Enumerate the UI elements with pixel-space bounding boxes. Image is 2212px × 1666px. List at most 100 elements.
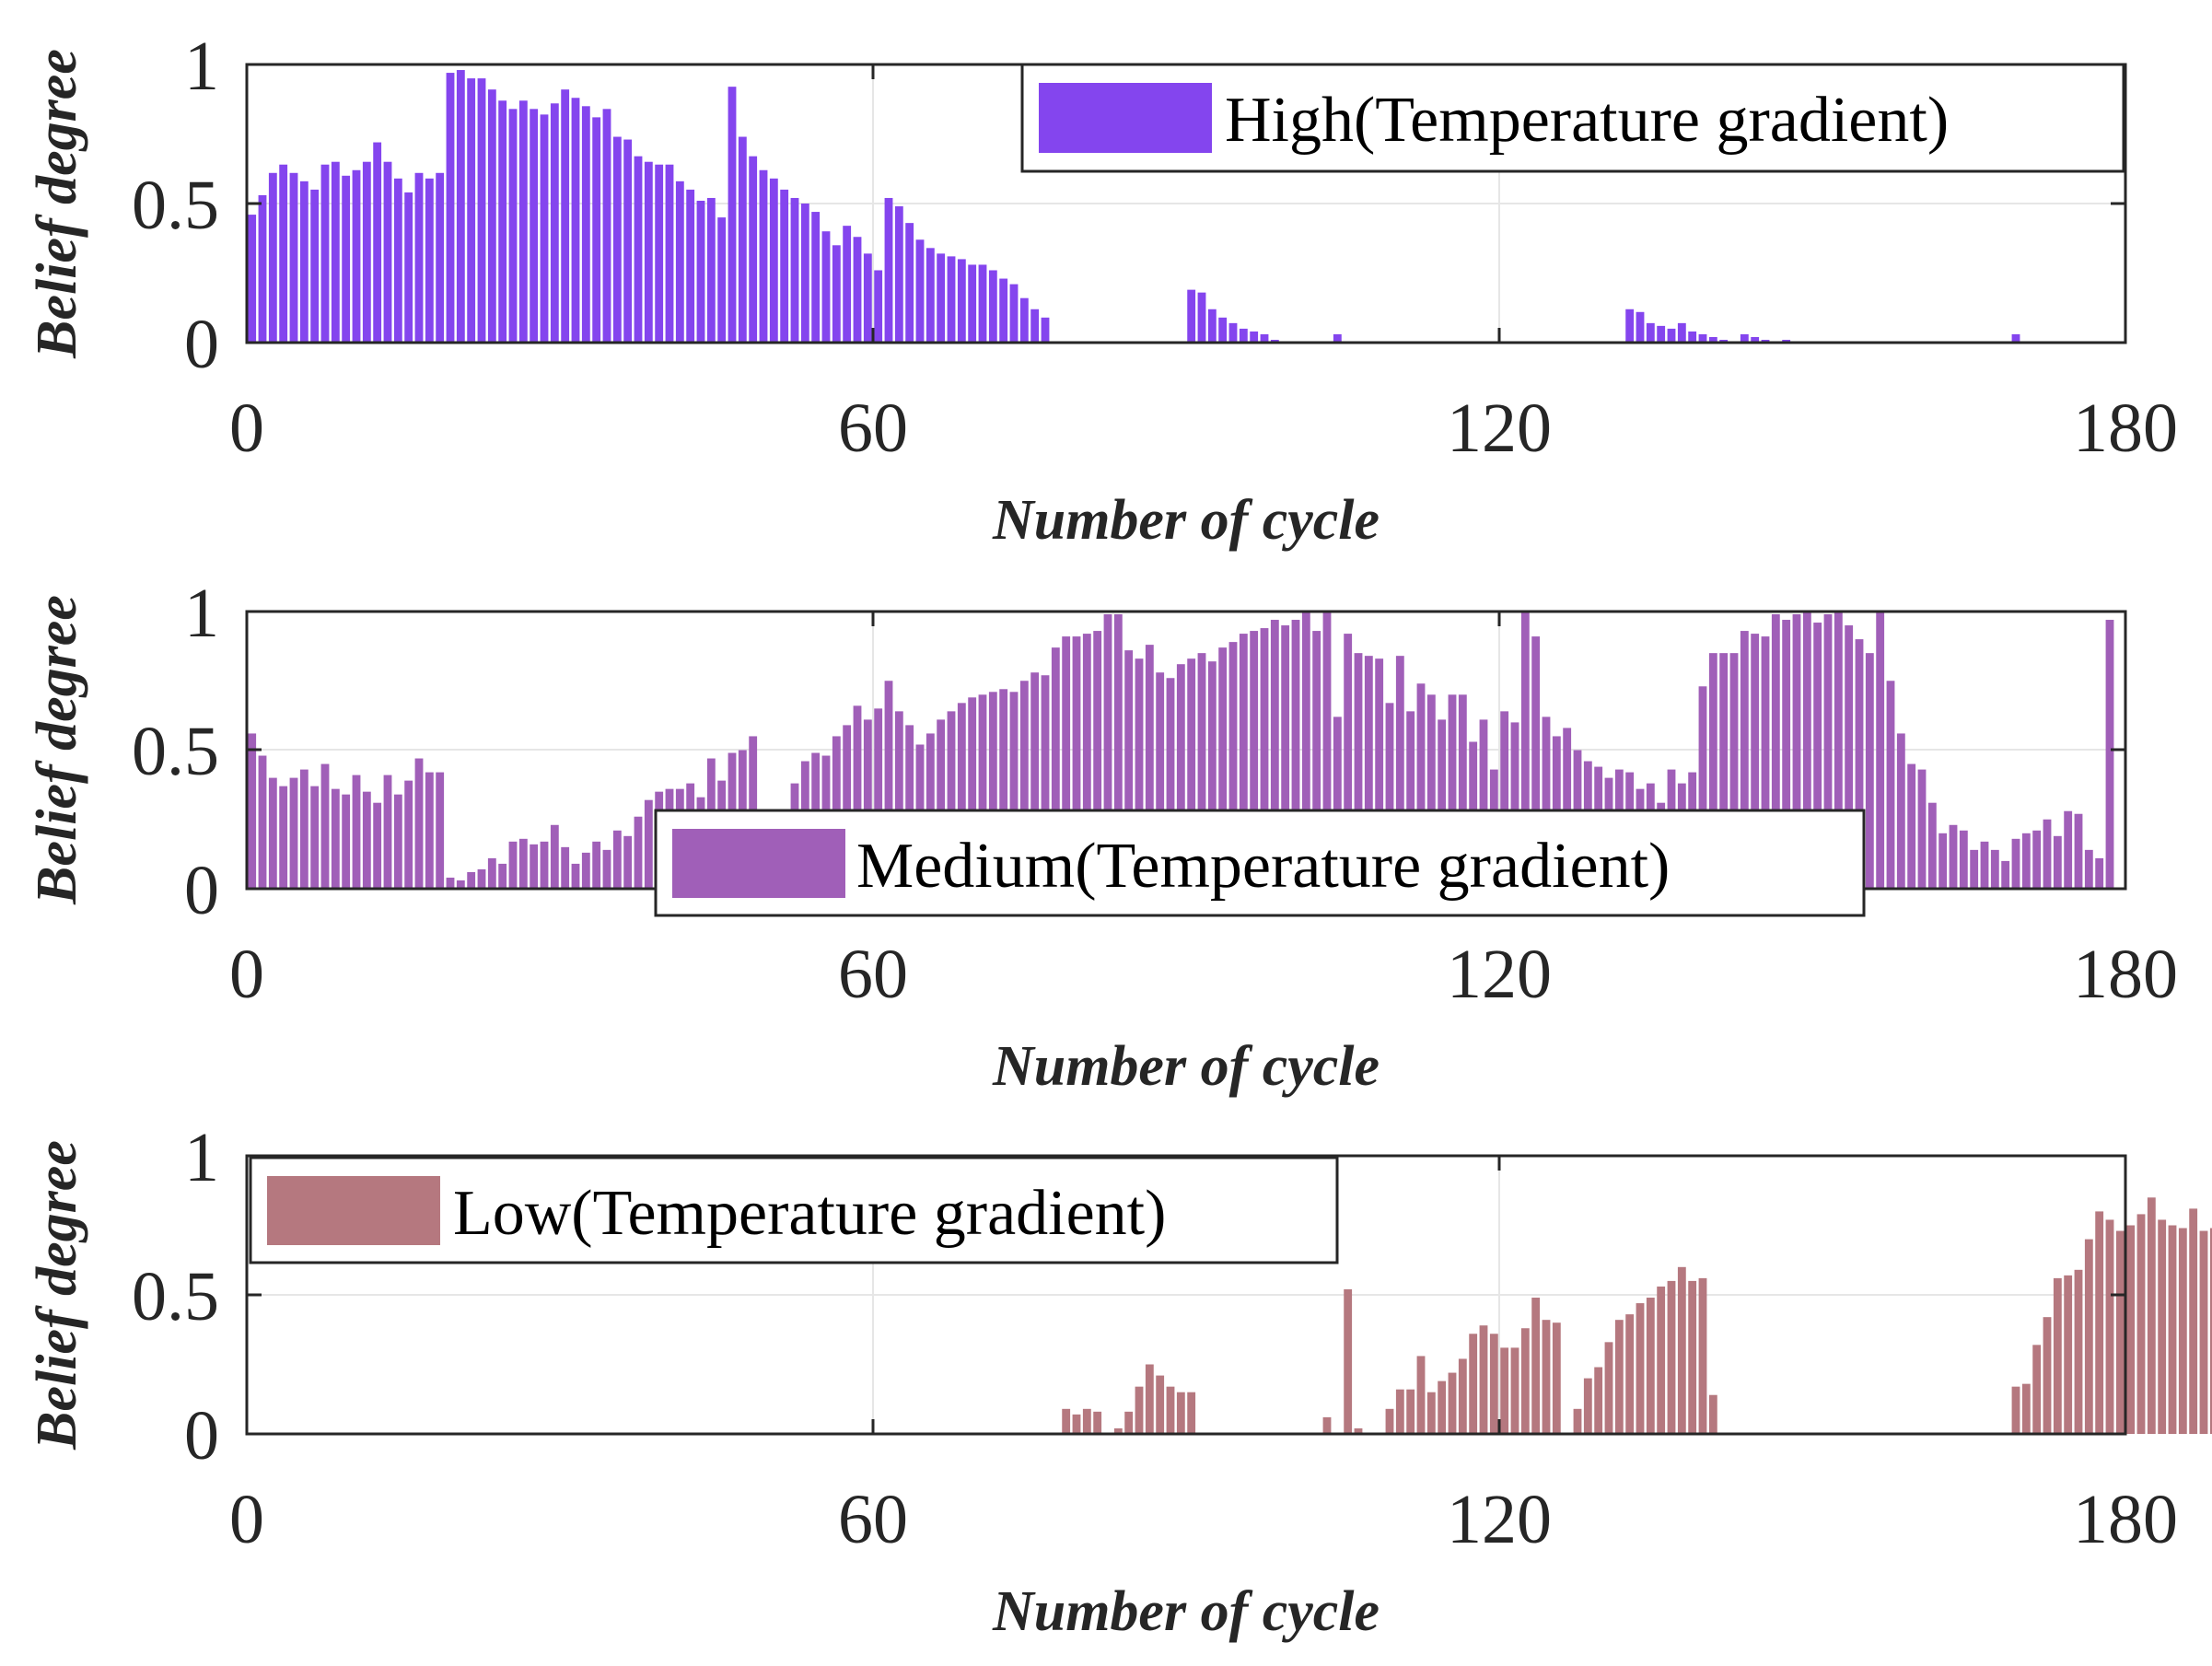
bar	[1426, 694, 1436, 889]
bar	[634, 156, 643, 343]
bar	[1667, 328, 1676, 343]
bar	[1364, 656, 1373, 889]
bar	[1228, 642, 1238, 889]
bar	[863, 719, 872, 889]
bar	[498, 100, 507, 343]
bar	[2021, 1383, 2031, 1434]
bar	[571, 98, 580, 344]
y-tick-label: 0.5	[132, 167, 219, 244]
bar	[1082, 1408, 1091, 1434]
bar	[2084, 1239, 2093, 1434]
bar	[1416, 683, 1426, 889]
bar	[1354, 653, 1363, 889]
x-tick-label: 180	[2073, 390, 2178, 467]
bar	[1614, 1320, 1624, 1434]
bar	[2126, 1225, 2136, 1434]
bar	[634, 816, 643, 889]
y-tick-label: 0	[184, 306, 219, 383]
bar	[362, 161, 371, 343]
bar	[2032, 830, 2042, 889]
bar	[2064, 810, 2073, 889]
bar	[467, 871, 476, 889]
bar	[2209, 1228, 2212, 1434]
bar	[393, 178, 402, 343]
bar	[1124, 1411, 1134, 1434]
bar	[310, 786, 320, 889]
bar	[2001, 860, 2010, 889]
bar	[1312, 631, 1321, 889]
bar	[268, 777, 277, 889]
y-tick-label: 1	[184, 1119, 219, 1196]
bar	[1698, 333, 1707, 343]
bar	[2032, 1345, 2042, 1434]
bar	[2074, 813, 2083, 889]
bar	[1959, 830, 1968, 889]
bar	[1187, 289, 1196, 343]
bar	[477, 78, 486, 343]
bar	[1041, 317, 1050, 343]
bar	[623, 139, 633, 343]
legend-swatch	[672, 829, 845, 898]
bar	[957, 259, 966, 343]
y-axis-label: Belief degree	[26, 49, 88, 359]
bar	[1156, 672, 1165, 889]
bar	[1531, 636, 1541, 889]
bar	[1197, 653, 1206, 889]
bar	[988, 270, 997, 343]
bar	[2064, 1275, 2073, 1434]
bar	[644, 799, 653, 889]
bar	[2189, 1208, 2198, 1434]
bar	[1009, 692, 1019, 889]
bar	[352, 775, 361, 889]
bar	[905, 725, 914, 889]
bar	[1051, 647, 1060, 889]
bar	[1113, 614, 1123, 889]
bar	[2105, 1219, 2114, 1434]
bar	[1949, 824, 1958, 889]
bar	[644, 161, 653, 343]
chart-panel-high: 1 0.5 0 0 60 120 180 Number of cycle Bel…	[26, 28, 2178, 552]
bar	[1375, 658, 1384, 889]
bar	[1782, 339, 1791, 343]
bar	[1855, 639, 1864, 889]
bar	[1124, 650, 1134, 889]
x-axis-label: Number of cycle	[992, 489, 1380, 552]
bar	[968, 697, 977, 889]
bar	[1426, 1392, 1436, 1434]
x-tick-label: 0	[229, 390, 264, 467]
x-tick-label: 120	[1447, 390, 1552, 467]
bar	[518, 100, 528, 343]
bar	[790, 197, 799, 343]
bar	[738, 136, 747, 343]
bar	[1344, 634, 1353, 889]
bar	[279, 164, 288, 343]
bar	[404, 780, 413, 889]
bar	[821, 231, 831, 343]
legend-label: Medium(Temperature gradient)	[856, 831, 1670, 902]
bar	[561, 846, 570, 889]
bar	[1510, 1347, 1519, 1434]
bar	[1260, 333, 1269, 343]
bar	[540, 114, 549, 343]
bar	[1228, 322, 1238, 343]
y-axis-label: Belief degree	[26, 595, 88, 905]
bar	[1322, 1416, 1332, 1434]
bar	[2105, 620, 2114, 889]
y-tick-label: 1	[184, 28, 219, 105]
bar	[1218, 647, 1228, 889]
bar	[373, 142, 382, 343]
bar	[530, 109, 539, 343]
bar	[1438, 719, 1447, 889]
bar	[373, 802, 382, 889]
bar	[404, 192, 413, 343]
bar	[487, 857, 496, 889]
bar	[1416, 1356, 1426, 1434]
bar	[1291, 620, 1300, 889]
bar	[947, 256, 956, 343]
bar	[759, 169, 768, 343]
bar	[1886, 681, 1895, 889]
bar	[884, 681, 893, 889]
bar	[310, 189, 320, 343]
bar	[383, 775, 392, 889]
